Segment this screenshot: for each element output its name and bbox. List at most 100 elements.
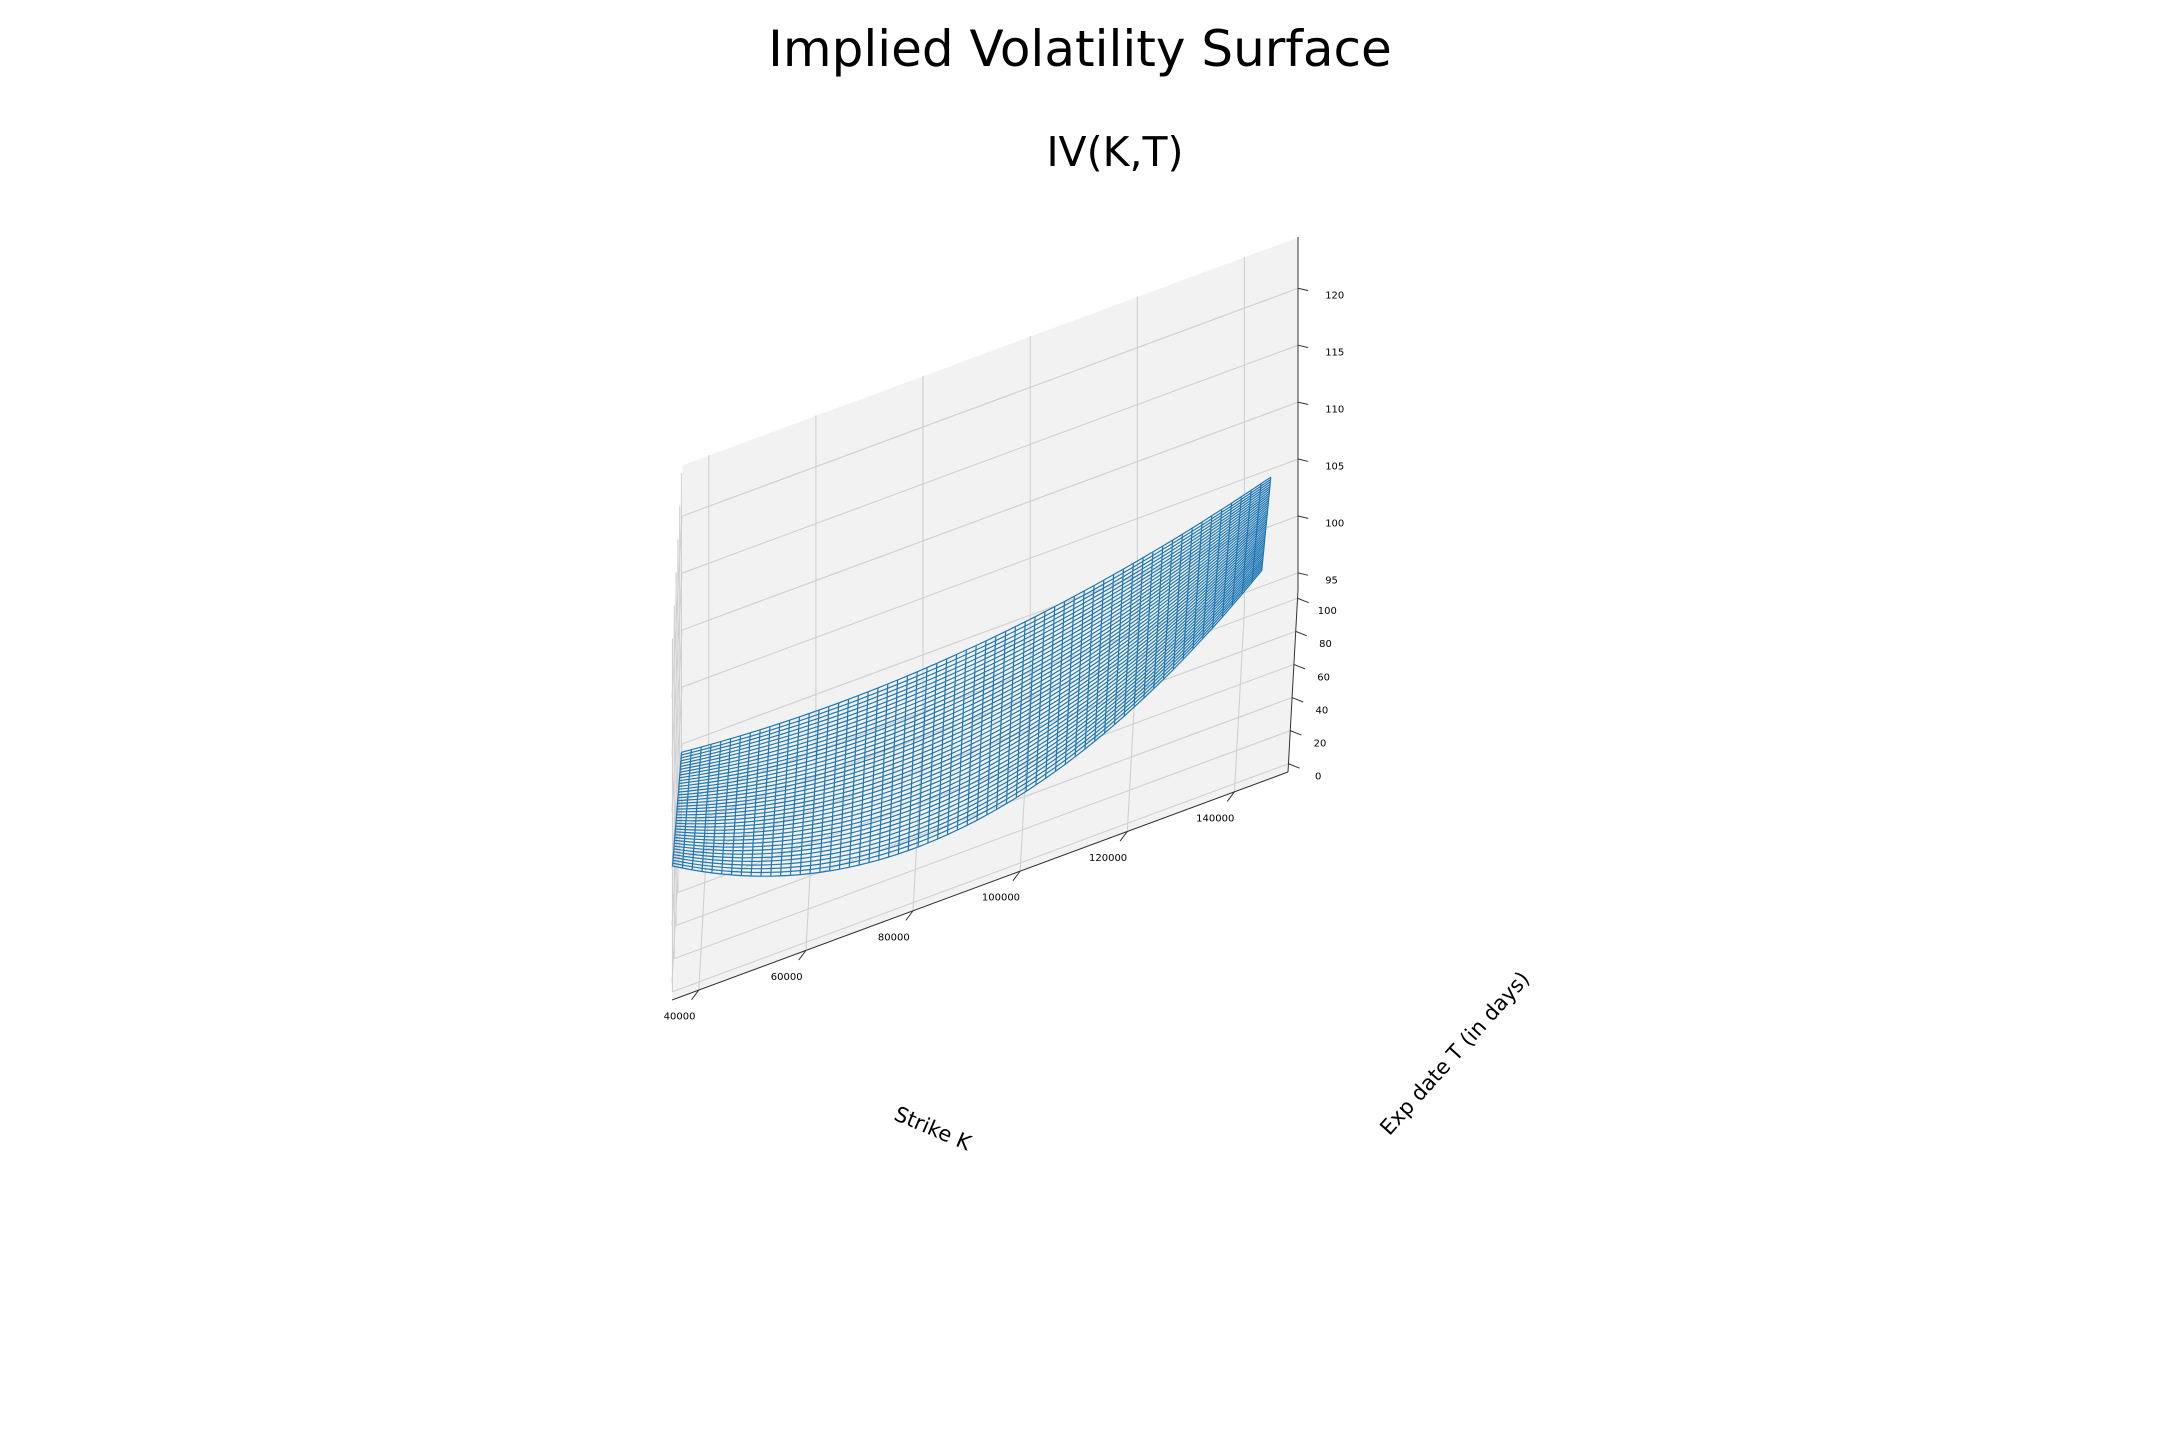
wire-line-const-K xyxy=(1123,563,1134,717)
y-tick xyxy=(1293,663,1306,670)
z-grid-wall xyxy=(671,630,683,813)
wire-line-const-K xyxy=(1143,551,1154,699)
y-tick-label: 40 xyxy=(1315,705,1328,716)
y-tick xyxy=(1288,763,1300,769)
axis-ticks: 40000 60000 80000 100000 120000 140000 0 20 40 60… xyxy=(664,287,1344,1023)
x-grid-floor xyxy=(698,808,710,991)
x-tick-label: 40000 xyxy=(664,1012,696,1023)
wire-line-const-K xyxy=(1104,574,1115,734)
z-tick-label: 110 xyxy=(1325,405,1344,416)
wire-line-const-K xyxy=(907,671,918,851)
x-tick-label: 140000 xyxy=(1196,813,1234,824)
y-axis-label: Exp date T (in days) xyxy=(1375,967,1534,1140)
wire-line-const-K xyxy=(681,749,692,869)
wire-line-const-K xyxy=(1084,585,1095,750)
y-grid-floor xyxy=(677,663,1295,893)
y-tick-label: 80 xyxy=(1319,639,1332,650)
axes-title: IV(K,T) xyxy=(1046,128,1184,176)
wire-line-const-K xyxy=(1015,621,1026,798)
y-grid-floor xyxy=(681,597,1298,827)
y-tick xyxy=(1295,630,1308,637)
x-tick xyxy=(798,950,807,961)
wire-line-const-K xyxy=(1153,546,1164,689)
x-tick-label: 120000 xyxy=(1089,853,1127,864)
wire-line-const-K xyxy=(878,683,889,860)
z-tick-label: 115 xyxy=(1325,348,1344,359)
wire-line-const-K xyxy=(937,658,948,839)
back-wall-pane xyxy=(682,237,1298,818)
x-tick-label: 80000 xyxy=(878,932,910,943)
wire-line-const-K xyxy=(1025,616,1036,792)
wire-line-const-K xyxy=(1035,611,1046,785)
x-tick xyxy=(1012,870,1021,882)
z-tick-label: 100 xyxy=(1325,518,1344,529)
wire-line-const-K xyxy=(691,747,702,870)
x-tick-label: 100000 xyxy=(982,893,1020,904)
wire-line-const-K xyxy=(1054,601,1066,772)
z-grid-back xyxy=(681,344,1299,574)
z-grid-back xyxy=(681,401,1299,631)
wire-line-const-K xyxy=(1192,521,1203,650)
wire-line-const-K xyxy=(1182,528,1193,660)
wire-line-const-K xyxy=(780,720,791,876)
wire-line-const-K xyxy=(819,706,830,873)
wire-line-const-K xyxy=(838,699,850,870)
wire-line-const-K xyxy=(927,663,938,844)
wire-line-const-K xyxy=(829,702,840,871)
wire-line-const-K xyxy=(917,667,928,847)
z-grid-back xyxy=(681,458,1299,688)
z-tick xyxy=(1297,287,1309,292)
figure-title: Implied Volatility Surface xyxy=(768,20,1392,78)
x-tick-label: 60000 xyxy=(771,972,803,983)
wire-line-const-K xyxy=(1172,534,1183,670)
wire-line-const-K xyxy=(996,631,1007,810)
x-grid-floor xyxy=(1019,689,1031,872)
z-tick xyxy=(1297,344,1309,349)
z-tick xyxy=(1297,401,1309,405)
z-grid-back xyxy=(681,287,1299,517)
y-tick-label: 60 xyxy=(1317,672,1330,683)
wire-line-const-K xyxy=(1221,503,1233,617)
wire-line-const-K xyxy=(868,687,879,863)
wire-line-const-K xyxy=(1251,483,1262,583)
wire-line-const-K xyxy=(770,723,781,877)
y-tick xyxy=(1290,730,1302,736)
wire-line-const-K xyxy=(740,732,751,876)
y-grid-floor xyxy=(672,763,1289,993)
z-grid-wall xyxy=(671,687,683,870)
wire-line-const-K xyxy=(1074,590,1085,757)
x-tick xyxy=(1226,791,1235,802)
surface-wireframe xyxy=(671,476,1272,877)
wire-line-const-K xyxy=(760,726,771,877)
wire-line-const-K xyxy=(976,640,987,821)
wire-line-const-K xyxy=(946,654,958,835)
z-grid-wall xyxy=(671,800,683,983)
z-grid-wall xyxy=(671,573,683,756)
wire-line-const-K xyxy=(956,649,967,831)
wire-line-const-K xyxy=(888,679,899,858)
wire-line-const-K xyxy=(966,645,977,826)
wire-line-const-K xyxy=(1064,596,1075,765)
wire-line-const-K xyxy=(1163,540,1174,680)
z-tick xyxy=(1297,458,1309,462)
wire-line-const-K xyxy=(1231,496,1242,606)
x-axis-line xyxy=(671,771,1289,1001)
wire-line-const-K xyxy=(1202,515,1213,639)
wire-line-const-K xyxy=(789,716,800,876)
wire-line-const-K xyxy=(848,695,859,868)
y-tick xyxy=(1297,597,1309,604)
y-grid-floor xyxy=(674,730,1291,960)
z-tick xyxy=(1297,515,1309,519)
z-tick xyxy=(1297,572,1309,576)
wire-line-const-K xyxy=(809,710,820,874)
y-tick xyxy=(1291,697,1304,703)
wire-line-const-K xyxy=(897,675,908,854)
z-grid-wall xyxy=(671,516,683,699)
axis-lines xyxy=(671,237,1299,1001)
wire-line-const-K xyxy=(671,752,683,867)
y-tick-label: 0 xyxy=(1315,772,1321,783)
x-tick xyxy=(905,910,914,921)
wire-line-const-K xyxy=(711,741,722,873)
x-tick xyxy=(691,989,700,1000)
